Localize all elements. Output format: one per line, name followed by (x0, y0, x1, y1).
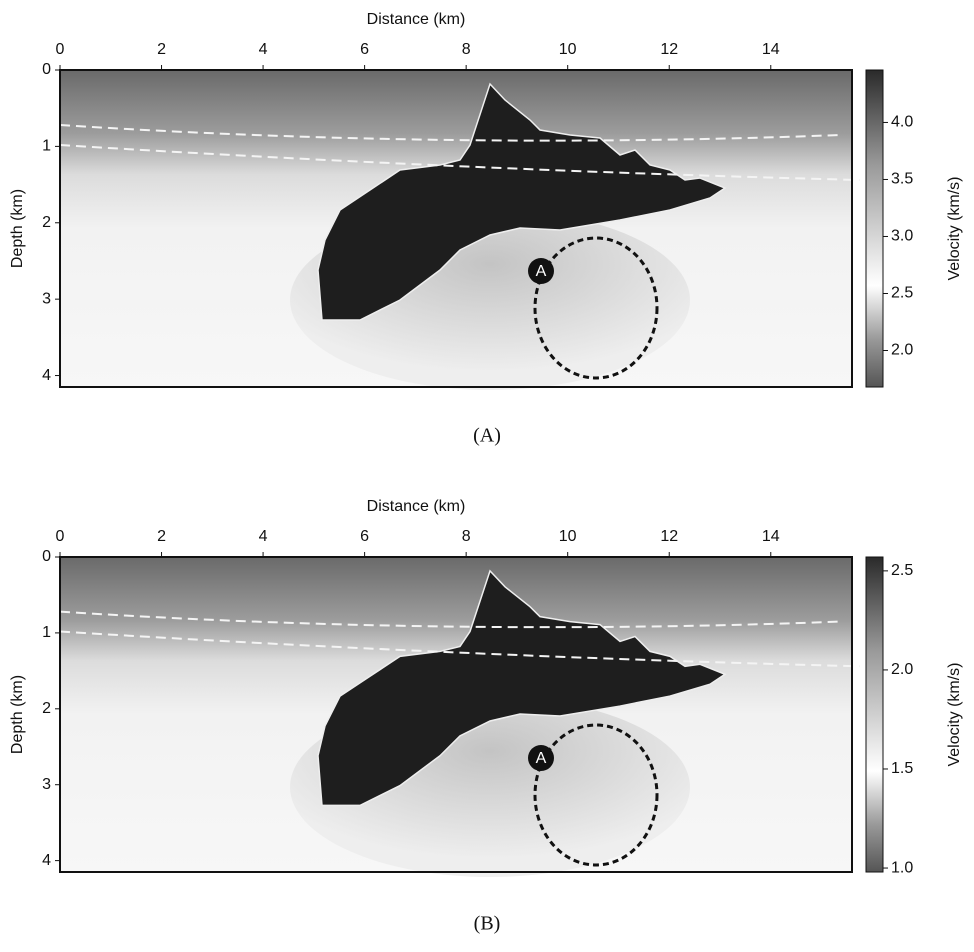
x-axis-label: Distance (km) (367, 498, 466, 515)
x-tick-label: 12 (660, 41, 678, 58)
colorbar-tick-label: 2.5 (891, 285, 913, 302)
annotation-label: A (536, 263, 547, 280)
colorbar-tick-label: 2.0 (891, 661, 913, 678)
reflector (59, 630, 861, 668)
y-tick-label: 4 (42, 367, 51, 384)
y-axis-label: Depth (km) (9, 675, 26, 754)
y-tick-label: 3 (42, 290, 51, 307)
plot-frame (59, 69, 853, 388)
x-tick-label: 10 (559, 528, 577, 545)
x-tick-label: 12 (660, 528, 678, 545)
annotation-badge (528, 258, 554, 284)
x-tick-label: 2 (157, 41, 166, 58)
colorbar (865, 556, 884, 873)
colorbar (865, 69, 884, 388)
x-tick-label: 2 (157, 528, 166, 545)
x-tick-label: 6 (360, 41, 369, 58)
colorbar-tick-label: 4.0 (891, 114, 913, 131)
y-tick-label: 0 (42, 548, 51, 565)
reflector (59, 124, 841, 142)
annotation-ellipse (533, 236, 659, 380)
colorbar-tick-label: 2.5 (891, 562, 913, 579)
colorbar-tick-label: 3.5 (891, 171, 913, 188)
y-tick-label: 1 (42, 624, 51, 641)
x-tick-label: 10 (559, 41, 577, 58)
colorbar-tick-label: 3.0 (891, 228, 913, 245)
x-tick-label: 8 (462, 41, 471, 58)
x-tick-label: 0 (56, 41, 65, 58)
y-tick-label: 1 (42, 138, 51, 155)
x-tick-label: 14 (762, 41, 780, 58)
plot-frame (59, 556, 853, 873)
salt-body (317, 82, 727, 321)
x-tick-label: 6 (360, 528, 369, 545)
annotation-badge (528, 745, 554, 771)
x-axis-label: Distance (km) (367, 11, 466, 28)
y-tick-label: 2 (42, 700, 51, 717)
x-tick-label: 8 (462, 528, 471, 545)
y-tick-label: 4 (42, 852, 51, 869)
reflector (59, 610, 841, 629)
caption: (A) (473, 425, 501, 447)
y-tick-label: 3 (42, 776, 51, 793)
colorbar-label: Velocity (km/s) (946, 176, 963, 280)
y-tick-label: 2 (42, 214, 51, 231)
x-tick-label: 4 (259, 41, 268, 58)
annotation-label: A (536, 750, 547, 767)
y-tick-label: 0 (42, 61, 51, 78)
caption: (B) (474, 913, 501, 935)
annotation-ellipse (533, 723, 659, 867)
x-tick-label: 14 (762, 528, 780, 545)
reflector (59, 144, 861, 181)
y-axis-label: Depth (km) (9, 189, 26, 268)
colorbar-label: Velocity (km/s) (946, 662, 963, 766)
colorbar-tick-label: 1.0 (891, 859, 913, 876)
x-tick-label: 0 (56, 528, 65, 545)
colorbar-tick-label: 1.5 (891, 760, 913, 777)
x-tick-label: 4 (259, 528, 268, 545)
salt-body (317, 569, 727, 807)
colorbar-tick-label: 2.0 (891, 342, 913, 359)
